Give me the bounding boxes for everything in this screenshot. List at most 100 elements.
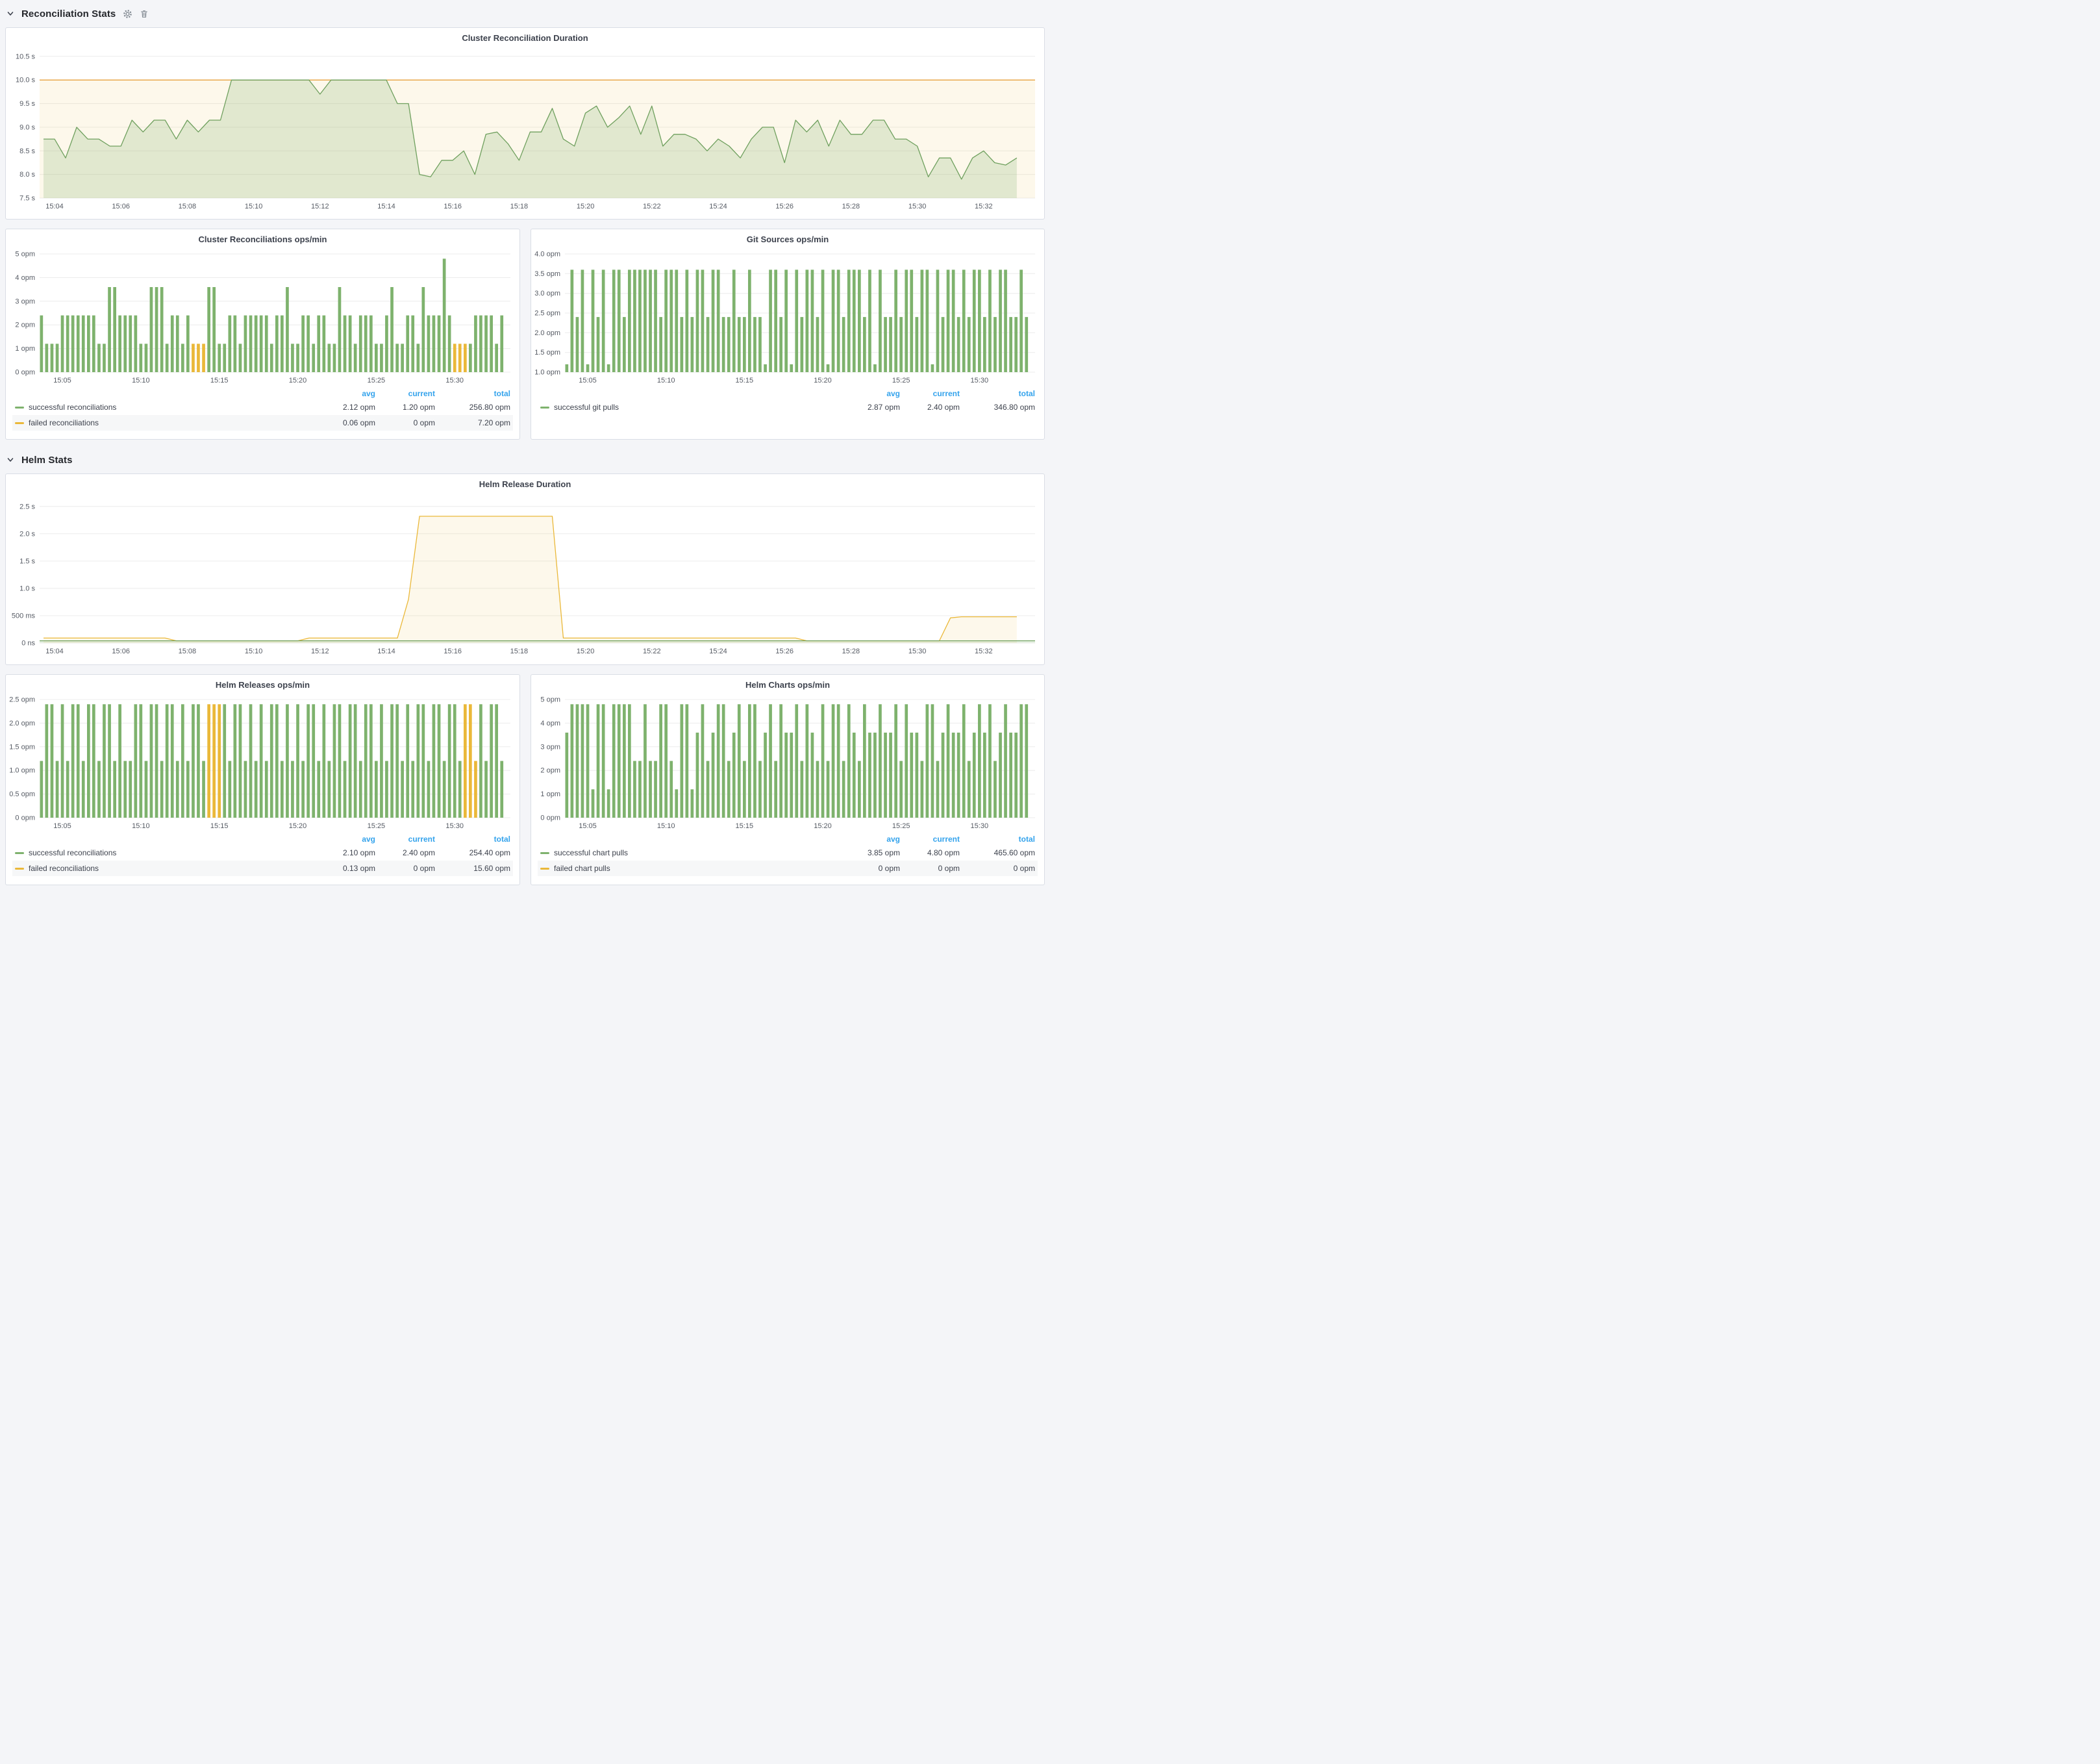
section-collapse-chevron-icon[interactable] <box>6 10 14 18</box>
legend-avg-value: 0.06 opm <box>316 418 375 427</box>
svg-text:9.5 s: 9.5 s <box>19 100 35 108</box>
legend-current-value: 1.20 opm <box>375 403 435 412</box>
svg-text:15:28: 15:28 <box>842 203 860 210</box>
svg-text:15:12: 15:12 <box>311 648 329 655</box>
legend-row: failed chart pulls 0 opm 0 opm 0 opm <box>538 861 1038 876</box>
legend-current-value: 4.80 opm <box>900 848 960 857</box>
svg-text:15:15: 15:15 <box>210 377 229 384</box>
svg-text:15:05: 15:05 <box>579 822 597 830</box>
panel-cluster-reconciliations-opm: Cluster Reconciliations ops/min 0 opm1 o… <box>5 229 520 440</box>
legend-col-current[interactable]: current <box>375 389 435 398</box>
svg-text:15:18: 15:18 <box>510 203 529 210</box>
legend-series-toggle[interactable]: failed reconciliations <box>15 864 316 873</box>
series-color-dash-icon <box>15 407 24 409</box>
svg-text:15:14: 15:14 <box>377 648 395 655</box>
legend-series-toggle[interactable]: failed reconciliations <box>15 418 316 427</box>
cluster-reconciliations-chart[interactable]: 0 opm1 opm2 opm3 opm4 opm5 opm15:0515:10… <box>8 247 517 385</box>
legend-series-toggle[interactable]: successful reconciliations <box>15 403 316 412</box>
legend-series-toggle[interactable]: failed chart pulls <box>540 864 840 873</box>
legend-series-toggle[interactable]: successful chart pulls <box>540 848 840 857</box>
svg-text:15:05: 15:05 <box>579 377 597 384</box>
svg-text:15:16: 15:16 <box>444 203 462 210</box>
legend-total-value: 256.80 opm <box>435 403 510 412</box>
legend-total-value: 7.20 opm <box>435 418 510 427</box>
svg-text:15:28: 15:28 <box>842 648 860 655</box>
svg-text:15:30: 15:30 <box>445 822 464 830</box>
legend-col-avg[interactable]: avg <box>316 389 375 398</box>
cluster-reconciliation-duration-chart[interactable]: 7.5 s8.0 s8.5 s9.0 s9.5 s10.0 s10.5 s15:… <box>8 46 1042 211</box>
legend: avg current total successful chart pulls… <box>538 833 1038 876</box>
legend: avg current total successful git pulls 2… <box>538 388 1038 415</box>
svg-text:15:20: 15:20 <box>577 203 595 210</box>
panel-title[interactable]: Cluster Reconciliation Duration <box>6 28 1044 46</box>
legend: avg current total successful reconciliat… <box>12 388 513 431</box>
svg-text:10.0 s: 10.0 s <box>16 77 35 84</box>
panel-helm-charts-opm: Helm Charts ops/min 0 opm1 opm2 opm3 opm… <box>531 674 1045 885</box>
legend-col-avg[interactable]: avg <box>840 389 900 398</box>
svg-text:4 opm: 4 opm <box>540 720 560 727</box>
svg-text:15:24: 15:24 <box>709 648 727 655</box>
row-settings-gear-icon[interactable] <box>123 9 132 19</box>
svg-text:0 opm: 0 opm <box>540 814 560 822</box>
series-color-dash-icon <box>540 852 549 854</box>
legend-col-avg[interactable]: avg <box>316 835 375 844</box>
svg-text:2.0 opm: 2.0 opm <box>9 720 35 727</box>
legend-current-value: 2.40 opm <box>375 848 435 857</box>
series-color-dash-icon <box>15 852 24 854</box>
legend-col-current[interactable]: current <box>375 835 435 844</box>
svg-text:15:30: 15:30 <box>971 822 989 830</box>
svg-text:8.5 s: 8.5 s <box>19 147 35 155</box>
panel-title[interactable]: Helm Release Duration <box>6 474 1044 492</box>
svg-text:15:16: 15:16 <box>444 648 462 655</box>
legend-col-avg[interactable]: avg <box>840 835 900 844</box>
legend-col-total[interactable]: total <box>435 389 510 398</box>
helm-charts-chart[interactable]: 0 opm1 opm2 opm3 opm4 opm5 opm15:0515:10… <box>534 693 1042 831</box>
legend-total-value: 346.80 opm <box>960 403 1035 412</box>
svg-text:15:20: 15:20 <box>814 377 832 384</box>
svg-text:15:04: 15:04 <box>45 648 64 655</box>
svg-text:2.0 opm: 2.0 opm <box>534 329 560 337</box>
helm-releases-chart[interactable]: 0 opm0.5 opm1.0 opm1.5 opm2.0 opm2.5 opm… <box>8 693 517 831</box>
svg-text:1.5 opm: 1.5 opm <box>534 349 560 357</box>
svg-text:15:05: 15:05 <box>53 377 71 384</box>
svg-text:15:30: 15:30 <box>445 377 464 384</box>
row-delete-trash-icon[interactable] <box>140 9 149 19</box>
svg-text:15:08: 15:08 <box>179 648 197 655</box>
legend-avg-value: 3.85 opm <box>840 848 900 857</box>
svg-text:15:10: 15:10 <box>657 822 675 830</box>
svg-text:15:26: 15:26 <box>775 203 794 210</box>
svg-text:3 opm: 3 opm <box>15 297 35 305</box>
svg-text:15:25: 15:25 <box>892 377 910 384</box>
legend-total-value: 465.60 opm <box>960 848 1035 857</box>
svg-text:1 opm: 1 opm <box>540 790 560 798</box>
svg-text:2.5 s: 2.5 s <box>19 503 35 510</box>
legend-col-current[interactable]: current <box>900 389 960 398</box>
svg-text:0.5 opm: 0.5 opm <box>9 790 35 798</box>
legend-row: successful reconciliations 2.10 opm 2.40… <box>12 845 513 861</box>
legend-total-value: 0 opm <box>960 864 1035 873</box>
legend-col-total[interactable]: total <box>960 389 1035 398</box>
panel-title[interactable]: Cluster Reconciliations ops/min <box>6 229 519 247</box>
legend-current-value: 0 opm <box>900 864 960 873</box>
panel-title[interactable]: Helm Charts ops/min <box>531 675 1044 693</box>
svg-text:5 opm: 5 opm <box>540 696 560 704</box>
svg-text:15:22: 15:22 <box>643 203 661 210</box>
svg-text:4 opm: 4 opm <box>15 274 35 282</box>
panel-title[interactable]: Helm Releases ops/min <box>6 675 519 693</box>
legend-col-total[interactable]: total <box>435 835 510 844</box>
svg-text:3 opm: 3 opm <box>540 743 560 751</box>
legend-col-total[interactable]: total <box>960 835 1035 844</box>
svg-text:9.0 s: 9.0 s <box>19 123 35 131</box>
git-sources-chart[interactable]: 1.0 opm1.5 opm2.0 opm2.5 opm3.0 opm3.5 o… <box>534 247 1042 385</box>
legend-col-current[interactable]: current <box>900 835 960 844</box>
legend-series-toggle[interactable]: successful reconciliations <box>15 848 316 857</box>
section-collapse-chevron-icon[interactable] <box>6 456 14 464</box>
svg-text:15:30: 15:30 <box>971 377 989 384</box>
legend-series-toggle[interactable]: successful git pulls <box>540 403 840 412</box>
section-title: Reconciliation Stats <box>21 8 116 19</box>
svg-text:2.5 opm: 2.5 opm <box>9 696 35 704</box>
helm-release-duration-chart[interactable]: 0 ns500 ms1.0 s1.5 s2.0 s2.5 s15:0415:06… <box>8 492 1042 656</box>
svg-text:15:06: 15:06 <box>112 203 130 210</box>
series-color-dash-icon <box>540 407 549 409</box>
panel-title[interactable]: Git Sources ops/min <box>531 229 1044 247</box>
